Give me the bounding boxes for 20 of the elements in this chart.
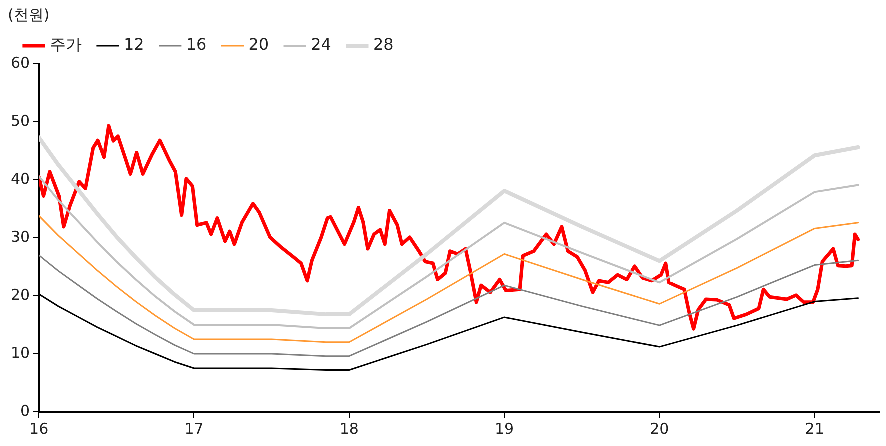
legend-label: 24	[311, 35, 332, 54]
legend-label: 주가	[50, 35, 82, 54]
legend-label: 20	[248, 35, 270, 54]
y-tick-label: 60	[10, 54, 30, 72]
x-tick-label: 19	[494, 420, 514, 438]
y-tick-label: 10	[10, 344, 30, 362]
x-tick-label: 16	[30, 420, 49, 438]
x-tick-label: 21	[805, 420, 824, 438]
y-tick-label: 20	[10, 286, 30, 304]
y-tick-label: 40	[10, 170, 30, 188]
y-tick-label: 0	[20, 402, 30, 420]
x-tick-label: 20	[650, 420, 670, 438]
y-tick-label: 50	[10, 112, 30, 130]
legend-label: 12	[124, 35, 144, 54]
y-axis-title: (천원)	[8, 6, 50, 25]
y-tick-label: 30	[10, 228, 30, 246]
legend-label: 16	[186, 35, 207, 54]
legend-label: 28	[373, 35, 394, 54]
x-tick-label: 18	[340, 420, 359, 438]
x-tick-label: 17	[184, 420, 204, 438]
